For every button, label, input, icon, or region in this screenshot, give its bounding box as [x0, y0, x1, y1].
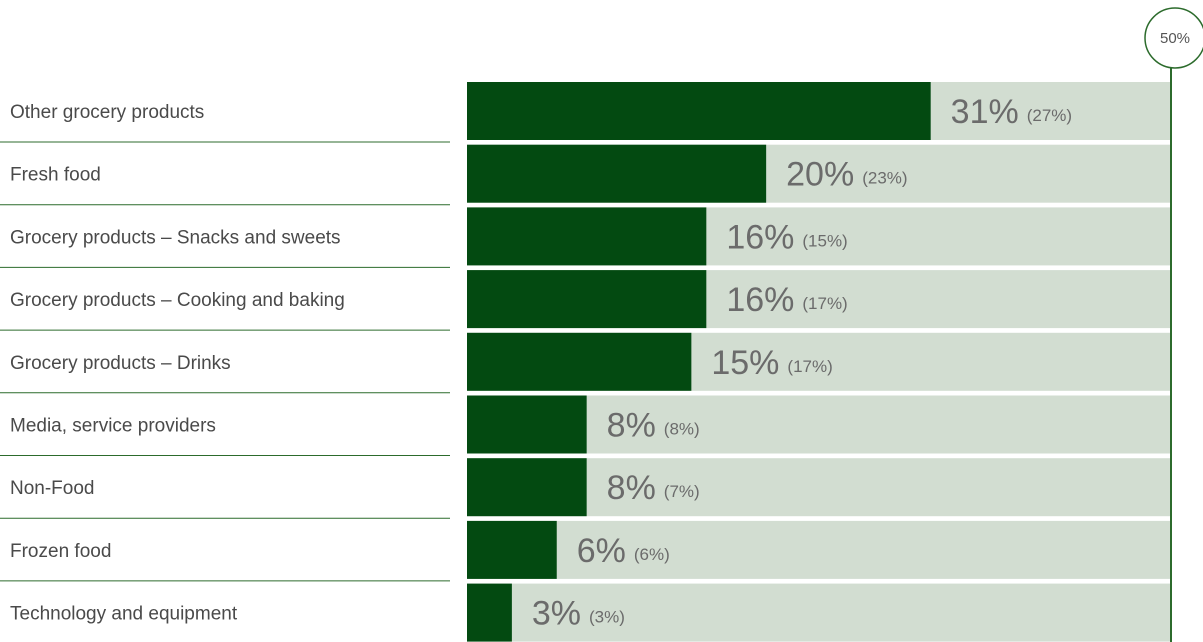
category-label: Grocery products – Snacks and sweets — [10, 227, 341, 248]
category-label: Grocery products – Cooking and baking — [10, 290, 345, 311]
secondary-value-label: (15%) — [802, 231, 847, 250]
chart-rows: Other grocery products 31% (27%) Fresh food… — [0, 82, 1170, 642]
value-label: 8% — [607, 407, 656, 445]
secondary-value-label: (7%) — [664, 482, 700, 501]
bar-row: Grocery products – Snacks and sweets 16% (… — [0, 207, 1170, 268]
bar-row: Grocery products – Cooking and baking 16%… — [0, 270, 1170, 331]
value-label: 15% — [711, 344, 779, 382]
bar-row: Frozen food 6% (6%) — [0, 520, 1170, 582]
bar-row: Non-Food 8% (7%) — [0, 458, 1170, 519]
bar — [467, 82, 931, 140]
bar — [467, 520, 557, 579]
value-label: 20% — [786, 156, 854, 194]
secondary-value-label: (23%) — [862, 169, 907, 188]
value-label: 8% — [607, 469, 656, 507]
category-label: Grocery products – Drinks — [10, 353, 231, 374]
max-axis-label: 50% — [1160, 30, 1190, 47]
bar — [467, 332, 692, 391]
bar-row: Grocery products – Drinks 15% (17%) — [0, 332, 1170, 394]
max-axis: 50% — [1144, 7, 1203, 642]
value-label: 31% — [951, 93, 1019, 131]
bar-row: Media, service providers 8% (8%) — [0, 395, 1170, 456]
bar-track — [467, 520, 1170, 579]
secondary-value-label: (3%) — [589, 608, 625, 627]
secondary-value-label: (17%) — [802, 294, 847, 313]
bar — [467, 144, 767, 203]
value-label: 6% — [577, 532, 626, 570]
bar-row: Technology and equipment 3% (3%) — [10, 583, 1170, 642]
category-label: Non-Food — [10, 478, 95, 499]
value-label: 16% — [726, 281, 794, 319]
category-label: Other grocery products — [10, 102, 204, 123]
bar-row: Other grocery products 31% (27%) — [0, 82, 1170, 143]
secondary-value-label: (17%) — [787, 357, 832, 376]
bar-row: Fresh food 20% (23%) — [0, 144, 1170, 206]
bar — [467, 458, 587, 517]
max-axis-circle — [1144, 7, 1203, 69]
category-label: Technology and equipment — [10, 604, 238, 625]
category-label: Frozen food — [10, 541, 111, 562]
secondary-value-label: (8%) — [664, 420, 700, 439]
bar — [467, 207, 707, 266]
value-label: 16% — [726, 218, 794, 256]
bar — [467, 270, 707, 329]
secondary-value-label: (27%) — [1027, 106, 1072, 125]
secondary-value-label: (6%) — [634, 545, 670, 564]
bar-track — [467, 583, 1170, 642]
bar — [467, 583, 512, 642]
bar — [467, 395, 587, 454]
category-label: Fresh food — [10, 165, 101, 186]
category-label: Media, service providers — [10, 416, 216, 437]
value-label: 3% — [532, 595, 581, 633]
